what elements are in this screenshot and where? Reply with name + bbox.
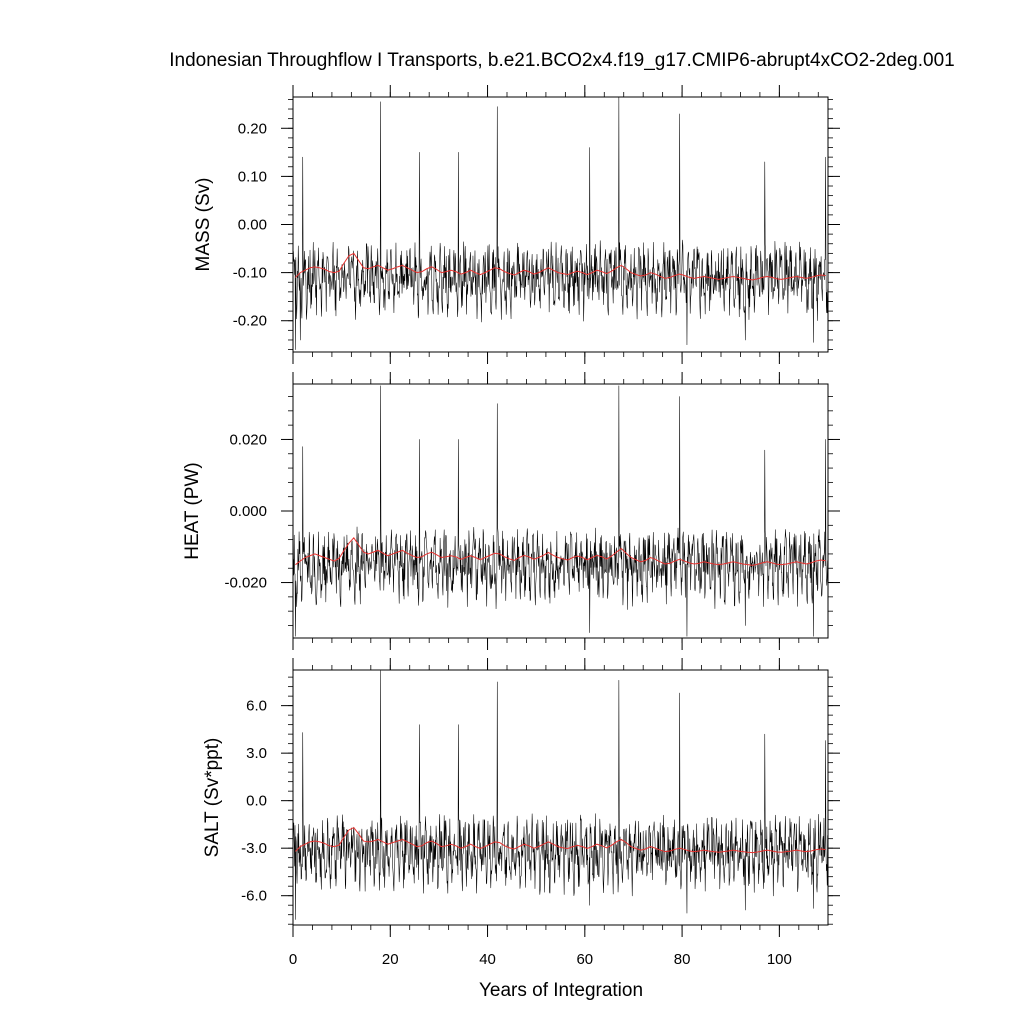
heat-y-axis-label: HEAT (PW)	[182, 462, 203, 559]
salt-plot-frame	[292, 669, 829, 926]
mass-monthly-series	[292, 96, 829, 350]
heat-y-tick-label: -0.020	[224, 575, 267, 592]
mass-y-tick-label: 0.00	[238, 217, 267, 234]
salt-y-tick-label: 0.0	[246, 793, 267, 810]
mass-y-tick-label: 0.20	[238, 120, 267, 137]
x-tick-label: 20	[382, 951, 399, 968]
salt-y-tick-label: 6.0	[246, 698, 267, 715]
salt-y-tick-label: -6.0	[241, 888, 267, 905]
x-tick-label: 60	[576, 951, 593, 968]
mass-y-tick-label: -0.10	[233, 265, 267, 282]
x-tick-label: 80	[674, 951, 691, 968]
mass-y-tick-label: 0.10	[238, 168, 267, 185]
heat-y-tick-label: 0.000	[229, 503, 267, 520]
mass-y-tick-label: -0.20	[233, 313, 267, 330]
salt-y-tick-label: -3.0	[241, 840, 267, 857]
salt-y-tick-label: 3.0	[246, 745, 267, 762]
mass-y-axis-label: MASS (Sv)	[193, 178, 214, 272]
chart-title: Indonesian Throughflow I Transports, b.e…	[169, 50, 954, 71]
salt-monthly-series	[292, 670, 829, 920]
heat-plot-frame	[292, 383, 829, 639]
salt-y-axis-label: SALT (Sv*ppt)	[202, 738, 223, 858]
salt-annual-mean-series	[295, 826, 826, 854]
x-tick-label: 0	[289, 951, 297, 968]
salt-panel: SALT (Sv*ppt) -6.0 -3.0 0.0 3.0 6.0 0 20 40 60 80…	[202, 658, 840, 968]
x-tick-label: 100	[767, 951, 792, 968]
heat-annual-mean-series	[295, 537, 826, 566]
x-axis-label: Years of Integration	[479, 980, 643, 1001]
mass-plot-frame	[292, 96, 829, 353]
heat-y-tick-label: 0.020	[229, 431, 267, 448]
x-tick-label: 40	[479, 951, 496, 968]
mass-panel: MASS (Sv) -0.20 -0.10 0.00 0.10 0.20	[193, 85, 840, 364]
mass-annual-mean-series	[295, 252, 826, 281]
heat-panel: HEAT (PW) -0.020 0.000 0.020	[182, 372, 840, 650]
heat-monthly-series	[292, 385, 829, 637]
